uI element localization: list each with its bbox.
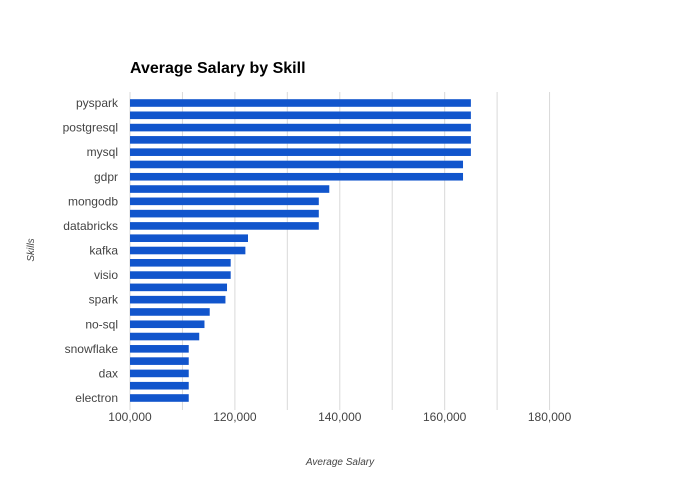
x-tick-label: 180,000 xyxy=(528,410,572,424)
bar xyxy=(130,99,471,107)
y-axis-label: Skills xyxy=(26,238,37,261)
bar xyxy=(130,332,200,341)
bar xyxy=(130,369,189,378)
bar xyxy=(130,185,330,193)
y-tick-label: electron xyxy=(75,391,118,405)
x-tick-label: 120,000 xyxy=(213,410,257,424)
bar xyxy=(130,381,189,390)
bar xyxy=(130,111,471,120)
bar xyxy=(130,197,319,206)
y-tick-label: databricks xyxy=(63,219,118,233)
x-tick-labels: 100,000 120,000 140,000 160,000 180,000 xyxy=(108,410,571,424)
chart-title: Average Salary by Skill xyxy=(130,60,306,77)
y-tick-label: kafka xyxy=(89,244,118,258)
bar xyxy=(130,209,319,218)
y-tick-label: mongodb xyxy=(68,194,118,208)
y-tick-label: spark xyxy=(89,293,119,307)
x-tick-label: 100,000 xyxy=(108,410,152,424)
bar xyxy=(130,258,231,267)
x-tick-label: 160,000 xyxy=(423,410,467,424)
bar xyxy=(130,246,246,255)
bar xyxy=(130,172,464,181)
bar xyxy=(130,283,228,292)
bar xyxy=(130,357,189,365)
y-tick-label: mysql xyxy=(87,145,118,159)
y-tick-label: postgresql xyxy=(63,121,118,135)
y-tick-label: snowflake xyxy=(65,342,119,356)
bar xyxy=(130,160,464,169)
bars xyxy=(130,99,471,402)
bar xyxy=(130,345,189,353)
bar xyxy=(130,234,248,243)
y-tick-label: no-sql xyxy=(85,317,118,331)
bar xyxy=(130,136,471,144)
x-axis-label: Average Salary xyxy=(305,457,375,468)
gridlines xyxy=(129,92,551,410)
bar xyxy=(130,320,205,329)
y-tick-label: visio xyxy=(94,268,118,282)
bar xyxy=(130,308,210,316)
y-tick-labels: pyspark postgresql mysql gdpr mongodb databri… xyxy=(63,96,119,405)
y-tick-label: pyspark xyxy=(76,96,119,110)
bar xyxy=(130,148,471,156)
y-tick-label: dax xyxy=(99,366,118,380)
bar xyxy=(130,222,319,230)
x-tick-label: 140,000 xyxy=(318,410,362,424)
y-tick-label: gdpr xyxy=(94,170,118,184)
bar xyxy=(130,271,231,279)
bar xyxy=(130,394,189,402)
bar xyxy=(130,123,471,132)
bar xyxy=(130,295,226,304)
